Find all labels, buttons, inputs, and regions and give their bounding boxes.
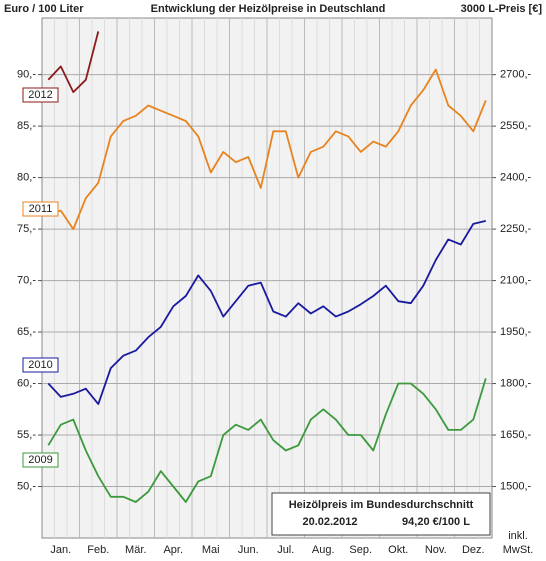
y-tick-label: 50,- xyxy=(17,480,36,492)
legend-box xyxy=(22,201,59,217)
y2-tick-label: 2550,- xyxy=(500,120,532,132)
legend-label: 2010 xyxy=(28,359,52,371)
y2-tick-label: 1500,- xyxy=(500,480,532,492)
y-tick-label: 90,- xyxy=(17,69,36,81)
info-title: Heizölpreis im Bundesdurchschnitt xyxy=(289,499,474,511)
y-tick-label: 85,- xyxy=(17,120,36,132)
note: inkl. xyxy=(508,530,528,542)
x-tick-label: Aug. xyxy=(312,544,335,556)
y-tick-label: 80,- xyxy=(17,172,36,184)
y2-tick-label: 2100,- xyxy=(500,274,532,286)
y2-tick-label: 1650,- xyxy=(500,429,532,441)
y2-tick-label: 1800,- xyxy=(500,377,532,389)
y2-tick-label: 2250,- xyxy=(500,223,532,235)
legend-box xyxy=(22,357,59,373)
legend-label: 2011 xyxy=(29,203,53,215)
legend-box xyxy=(22,452,59,468)
series-line xyxy=(47,220,487,405)
series-line xyxy=(47,31,100,93)
x-tick-label: Apr. xyxy=(163,544,183,556)
y2-tick-label: 2700,- xyxy=(500,69,532,81)
x-tick-label: Mai xyxy=(202,544,220,556)
legend-label: 2009 xyxy=(28,454,52,466)
y-tick-label: 60,- xyxy=(17,377,36,389)
y-tick-label: 75,- xyxy=(17,223,36,235)
x-tick-label: Sep. xyxy=(349,544,372,556)
y-tick-label: 55,- xyxy=(17,429,36,441)
x-tick-label: Mär. xyxy=(125,544,146,556)
x-tick-label: Dez. xyxy=(462,544,485,556)
note: MwSt. xyxy=(503,544,534,556)
info-price: 94,20 €/100 L xyxy=(402,516,470,528)
series-line xyxy=(47,378,487,503)
y2-tick-label: 1950,- xyxy=(500,326,532,338)
x-tick-label: Jan. xyxy=(50,544,71,556)
series-line xyxy=(48,68,487,230)
x-tick-label: Jun. xyxy=(238,544,259,556)
info-box xyxy=(271,492,491,536)
x-tick-label: Jul. xyxy=(277,544,294,556)
x-tick-label: Nov. xyxy=(425,544,447,556)
y2-axis-label: 3000 L-Preis [€] xyxy=(461,3,543,15)
legend-label: 2012 xyxy=(28,89,52,101)
x-tick-label: Okt. xyxy=(388,544,408,556)
y-tick-label: 65,- xyxy=(17,326,36,338)
y-axis-label: Euro / 100 Liter xyxy=(4,3,84,15)
x-tick-label: Feb. xyxy=(87,544,109,556)
info-date: 20.02.2012 xyxy=(302,516,357,528)
chart-title: Entwicklung der Heizölpreise in Deutschl… xyxy=(151,3,386,15)
legend-box xyxy=(22,87,59,103)
y-tick-label: 70,- xyxy=(17,274,36,286)
y2-tick-label: 2400,- xyxy=(500,172,532,184)
